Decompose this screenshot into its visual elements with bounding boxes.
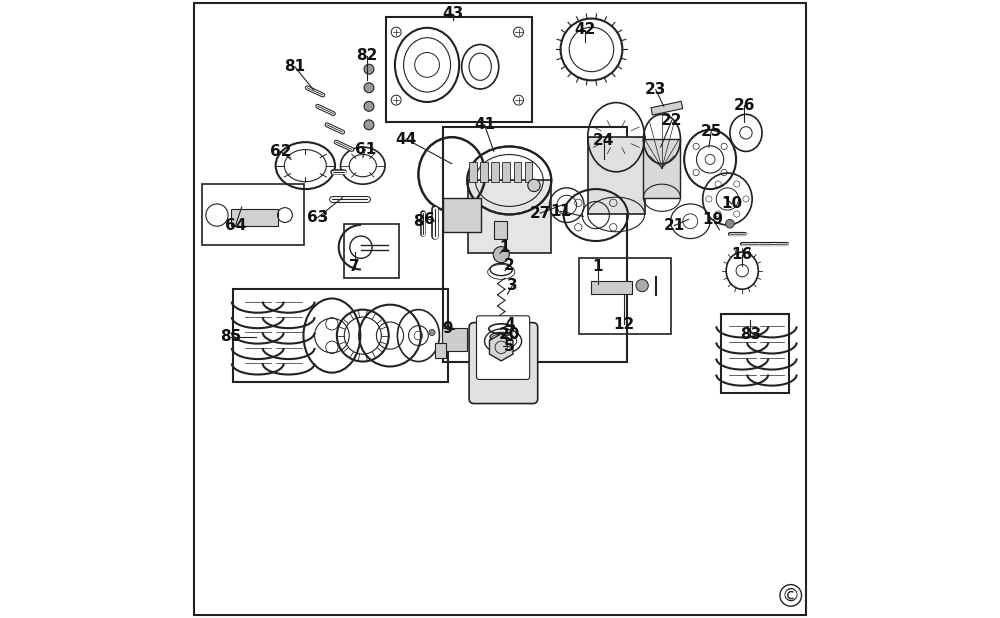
Circle shape: [493, 247, 509, 263]
Text: 82: 82: [356, 48, 378, 63]
Bar: [231, 209, 278, 226]
Text: 8: 8: [413, 214, 424, 229]
Bar: [233, 289, 448, 382]
Text: 81: 81: [284, 59, 305, 74]
Text: ©: ©: [782, 586, 800, 604]
Text: 61: 61: [355, 142, 376, 157]
Polygon shape: [651, 101, 683, 115]
Bar: [588, 137, 645, 214]
Circle shape: [364, 83, 374, 93]
Text: 23: 23: [645, 82, 666, 97]
Circle shape: [364, 120, 374, 130]
Text: 20: 20: [499, 328, 520, 342]
Bar: [494, 221, 507, 239]
Circle shape: [636, 279, 648, 292]
Text: 1: 1: [592, 260, 603, 274]
Text: 16: 16: [732, 247, 753, 262]
Bar: [202, 184, 304, 245]
Circle shape: [364, 64, 374, 74]
Bar: [643, 139, 680, 198]
Text: 19: 19: [703, 212, 724, 227]
FancyBboxPatch shape: [477, 316, 530, 379]
Bar: [443, 127, 627, 362]
Bar: [591, 281, 632, 294]
Text: 12: 12: [613, 317, 634, 332]
Text: 42: 42: [575, 22, 596, 37]
Text: 41: 41: [474, 117, 495, 132]
Bar: [442, 328, 467, 351]
Bar: [721, 314, 789, 393]
Polygon shape: [489, 334, 513, 361]
Text: 26: 26: [733, 98, 755, 112]
Text: 25: 25: [701, 124, 722, 138]
FancyBboxPatch shape: [469, 323, 538, 404]
Bar: [344, 224, 399, 278]
Bar: [480, 162, 488, 182]
Text: 6: 6: [424, 212, 434, 227]
Text: 7: 7: [349, 260, 360, 274]
Bar: [502, 162, 510, 182]
Text: 2: 2: [504, 258, 515, 273]
Circle shape: [364, 101, 374, 111]
Text: 63: 63: [307, 210, 328, 225]
Text: 62: 62: [270, 144, 291, 159]
Bar: [468, 180, 551, 253]
Bar: [443, 198, 481, 232]
Text: 3: 3: [507, 278, 518, 293]
Text: 9: 9: [442, 321, 453, 336]
Text: 5: 5: [504, 339, 515, 353]
Bar: [386, 17, 532, 122]
Text: 1: 1: [500, 240, 510, 255]
Text: 4: 4: [504, 317, 515, 332]
Text: 44: 44: [395, 132, 417, 146]
Text: 22: 22: [661, 113, 683, 128]
Text: 83: 83: [740, 328, 761, 342]
Bar: [514, 162, 521, 182]
Text: 11: 11: [550, 204, 571, 219]
Bar: [491, 162, 499, 182]
Text: 10: 10: [721, 197, 742, 211]
Text: 24: 24: [593, 133, 615, 148]
Bar: [579, 258, 671, 334]
Bar: [435, 343, 446, 358]
Text: 43: 43: [442, 6, 464, 21]
Text: 85: 85: [221, 329, 242, 344]
Text: 21: 21: [664, 218, 685, 233]
Text: 27: 27: [529, 206, 551, 221]
Circle shape: [429, 329, 435, 336]
Bar: [525, 162, 532, 182]
Circle shape: [726, 219, 734, 228]
Text: 64: 64: [225, 218, 246, 233]
Bar: [469, 162, 477, 182]
Circle shape: [528, 179, 540, 192]
